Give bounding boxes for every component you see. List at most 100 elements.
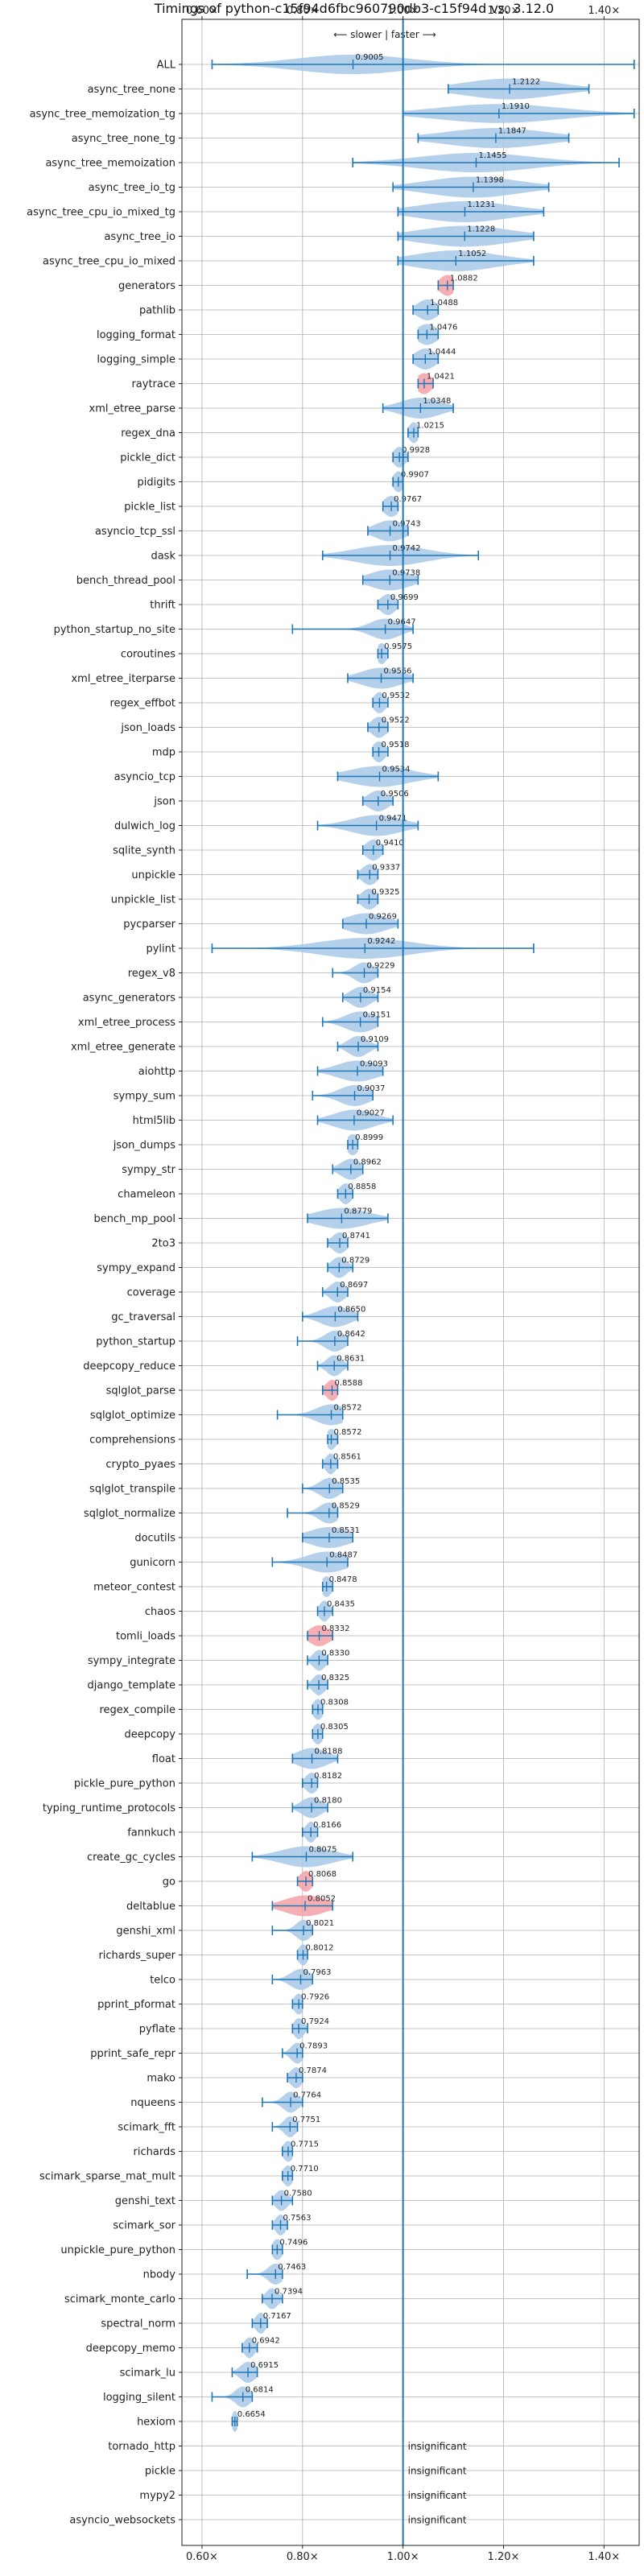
benchmark-label: go bbox=[163, 1876, 175, 1889]
benchmark-row: xml_etree_parse 1.0348 bbox=[89, 397, 639, 419]
benchmark-label: scimark_sor bbox=[113, 2220, 175, 2232]
value-label: 0.8330 bbox=[321, 1649, 349, 1658]
benchmark-label: regex_compile bbox=[99, 1704, 175, 1716]
benchmark-label: scimark_monte_carlo bbox=[64, 2293, 175, 2306]
benchmark-label: coroutines bbox=[121, 649, 175, 661]
benchmark-label: fannkuch bbox=[127, 1827, 175, 1839]
benchmark-label: json bbox=[153, 796, 175, 808]
benchmark-row: regex_v8 0.9229 bbox=[128, 962, 639, 984]
benchmark-row: crypto_pyaes 0.8561 bbox=[105, 1453, 639, 1475]
x-tick-label-top: 0.60× bbox=[186, 5, 218, 17]
benchmark-label: asyncio_tcp_ssl bbox=[95, 526, 175, 538]
x-tick-label-top: 1.20× bbox=[488, 5, 520, 17]
value-label: 0.8779 bbox=[344, 1208, 372, 1216]
benchmark-label: chaos bbox=[145, 1606, 175, 1618]
benchmark-row: typing_runtime_protocols 0.8180 bbox=[43, 1797, 639, 1818]
benchmark-row: deepcopy_memo 0.6942 bbox=[86, 2337, 639, 2359]
benchmark-label: 2to3 bbox=[151, 1238, 175, 1250]
benchmark-row: asyncio_tcp 0.9534 bbox=[114, 766, 639, 787]
benchmark-row: pprint_pformat 0.7926 bbox=[97, 1993, 639, 2015]
benchmark-row: dask 0.9742 bbox=[151, 544, 639, 566]
value-label: 0.8052 bbox=[308, 1895, 336, 1904]
benchmark-row: async_tree_none_tg 1.1847 bbox=[72, 127, 639, 148]
benchmark-label: unpickle_pure_python bbox=[60, 2244, 175, 2256]
x-tick-label-top: 1.00× bbox=[387, 5, 419, 17]
benchmark-label: pycparser bbox=[123, 919, 175, 931]
value-label: 0.8962 bbox=[353, 1158, 382, 1167]
benchmark-label: async_tree_memoization bbox=[45, 158, 175, 170]
benchmark-row: asyncio_tcp_ssl 0.9743 bbox=[95, 520, 639, 542]
value-label: 0.8529 bbox=[332, 1502, 360, 1511]
value-label: 0.7463 bbox=[278, 2263, 306, 2272]
benchmark-label: unpickle bbox=[131, 869, 175, 881]
benchmark-label: async_tree_io bbox=[104, 231, 175, 243]
benchmark-label: genshi_text bbox=[115, 2195, 175, 2207]
benchmark-label: async_tree_memoization_tg bbox=[30, 109, 175, 121]
benchmark-row: pidigits 0.9907 bbox=[138, 471, 639, 493]
benchmark-label: mako bbox=[147, 2073, 175, 2085]
value-label: 0.8697 bbox=[340, 1281, 368, 1290]
benchmark-label: bench_thread_pool bbox=[76, 575, 175, 587]
value-label: 1.0348 bbox=[423, 397, 451, 406]
benchmark-label: create_gc_cycles bbox=[87, 1852, 175, 1864]
value-label: 0.9522 bbox=[382, 716, 410, 725]
value-label: 0.8182 bbox=[314, 1772, 342, 1781]
benchmark-label: deltablue bbox=[126, 1901, 175, 1913]
value-label: 0.8999 bbox=[355, 1133, 383, 1142]
benchmark-row: mypy2 insignificant bbox=[139, 2490, 639, 2502]
value-label: 0.7764 bbox=[293, 2091, 321, 2100]
benchmark-label: pickle_pure_python bbox=[74, 1778, 175, 1790]
benchmark-row: coverage 0.8697 bbox=[127, 1281, 639, 1302]
benchmark-label: json_dumps bbox=[113, 1140, 175, 1152]
x-tick-label-bottom: 1.40× bbox=[588, 2551, 620, 2563]
benchmark-row: deltablue 0.8052 bbox=[126, 1895, 639, 1917]
benchmark-row: json_dumps 0.8999 bbox=[113, 1133, 639, 1155]
value-label: 0.8572 bbox=[334, 1428, 362, 1437]
value-label: 0.9410 bbox=[376, 839, 404, 848]
value-label: 0.9575 bbox=[384, 642, 412, 651]
benchmark-label: gunicorn bbox=[130, 1557, 175, 1569]
benchmark-row: pickle insignificant bbox=[145, 2466, 639, 2478]
benchmark-label: pickle_dict bbox=[120, 452, 175, 464]
benchmark-row: logging_simple 1.0444 bbox=[97, 348, 639, 369]
benchmark-row: scimark_monte_carlo 0.7394 bbox=[64, 2288, 639, 2310]
benchmark-label: xml_etree_process bbox=[78, 1017, 175, 1029]
benchmark-row: generators 1.0882 bbox=[118, 275, 639, 296]
benchmark-label: bench_mp_pool bbox=[93, 1213, 175, 1225]
value-label: 0.7167 bbox=[263, 2312, 291, 2321]
value-label: 0.8588 bbox=[335, 1379, 363, 1388]
benchmark-row: pathlib 1.0488 bbox=[139, 299, 639, 320]
benchmark-row: sqlite_synth 0.9410 bbox=[113, 839, 639, 861]
benchmark-row: sqlglot_parse 0.8588 bbox=[106, 1379, 639, 1401]
benchmark-row: tornado_http insignificant bbox=[108, 2441, 639, 2453]
value-label: 0.7893 bbox=[299, 2042, 328, 2051]
chart-title: Timings of python-c15f94d6fbc960790db3-c… bbox=[154, 1, 554, 16]
benchmark-row: regex_effbot 0.9532 bbox=[109, 691, 639, 713]
benchmark-row: xml_etree_iterparse 0.9566 bbox=[71, 667, 639, 689]
value-label: 0.7710 bbox=[291, 2165, 319, 2174]
benchmark-label: sqlglot_optimize bbox=[90, 1410, 175, 1422]
value-label: 0.9506 bbox=[381, 790, 409, 799]
benchmark-label: sqlite_synth bbox=[113, 845, 175, 857]
value-label: 0.9928 bbox=[402, 446, 430, 455]
benchmark-label: async_tree_io_tg bbox=[89, 182, 175, 194]
benchmark-row: raytrace 1.0421 bbox=[131, 373, 639, 394]
value-label: 0.8075 bbox=[308, 1846, 336, 1855]
value-label: 0.9471 bbox=[379, 815, 407, 824]
value-label: 0.8021 bbox=[306, 1919, 334, 1928]
value-label: 1.0421 bbox=[427, 373, 455, 382]
value-label: 0.8650 bbox=[337, 1306, 365, 1315]
value-label: 0.6915 bbox=[250, 2361, 279, 2370]
benchmark-row: gunicorn 0.8487 bbox=[130, 1551, 639, 1573]
value-label: 0.9907 bbox=[401, 471, 429, 480]
x-axis-top: 0.60× 0.80× 1.00× 1.20× 1.40× bbox=[186, 5, 620, 19]
benchmark-row: sqlglot_normalize 0.8529 bbox=[84, 1502, 639, 1524]
x-tick-label-top: 0.80× bbox=[287, 5, 319, 17]
benchmark-row: deepcopy 0.8305 bbox=[124, 1723, 639, 1744]
value-label: 0.8572 bbox=[334, 1404, 362, 1413]
value-label: 0.8531 bbox=[332, 1526, 360, 1535]
value-label: 0.7751 bbox=[292, 2116, 320, 2124]
benchmark-row: mdp 0.9518 bbox=[152, 741, 639, 762]
benchmark-row: coroutines 0.9575 bbox=[121, 642, 639, 664]
benchmark-label: genshi_xml bbox=[116, 1926, 175, 1938]
